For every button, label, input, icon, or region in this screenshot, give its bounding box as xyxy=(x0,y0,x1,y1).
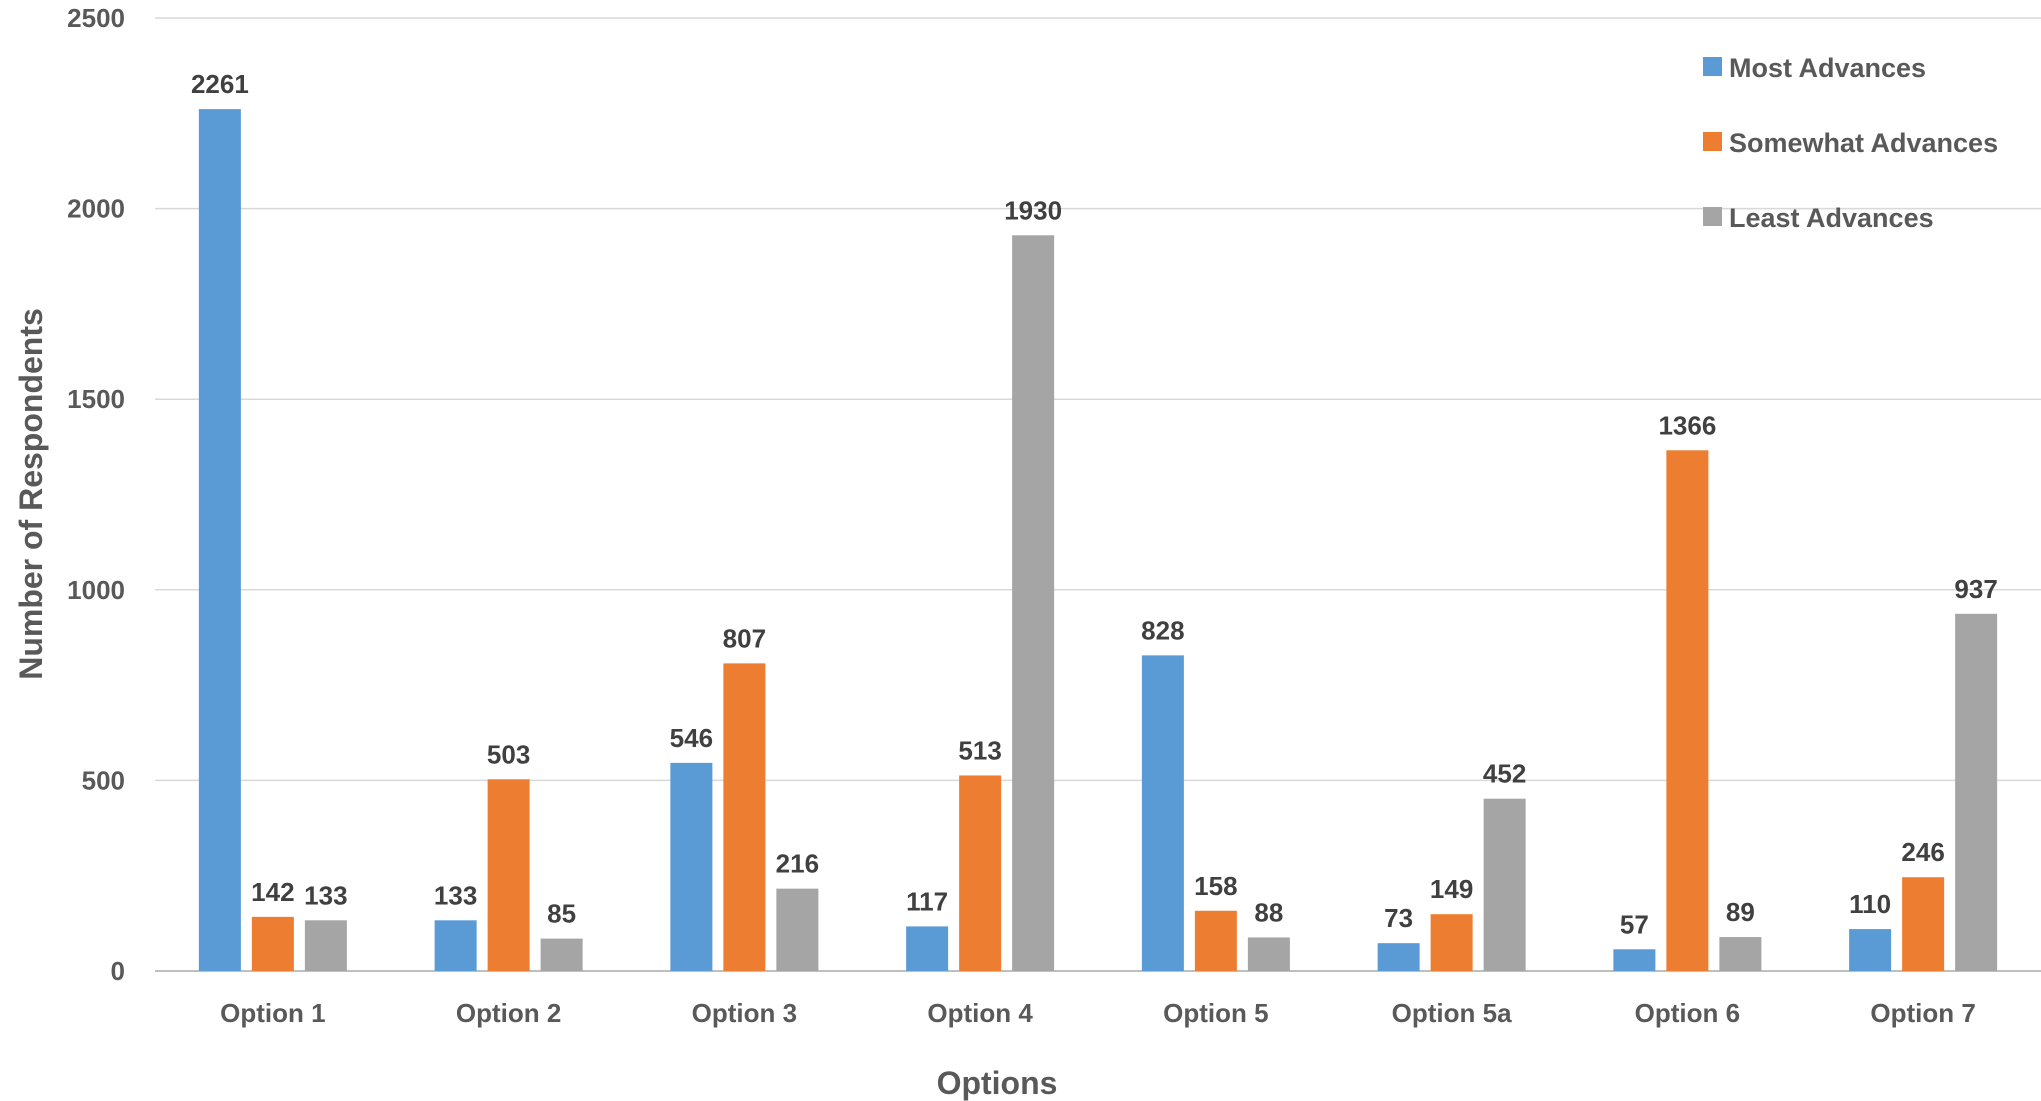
data-label: 513 xyxy=(958,735,1001,765)
x-tick-label: Option 1 xyxy=(220,998,325,1028)
bar-somewhat-advances-option-3 xyxy=(723,663,766,971)
bar-most-advances-option-7 xyxy=(1849,929,1892,971)
legend-swatch xyxy=(1703,207,1722,226)
data-label: 89 xyxy=(1726,897,1755,927)
bar-somewhat-advances-option-2 xyxy=(487,779,530,971)
data-label: 158 xyxy=(1194,871,1237,901)
bars xyxy=(198,109,1998,972)
data-label: 546 xyxy=(670,723,713,753)
data-label: 88 xyxy=(1254,897,1283,927)
bar-least-advances-option-4 xyxy=(1012,235,1055,971)
legend-swatch xyxy=(1703,132,1722,151)
bar-somewhat-advances-option-7 xyxy=(1902,877,1945,971)
x-tick-label: Option 5 xyxy=(1163,998,1268,1028)
data-label: 133 xyxy=(304,880,347,910)
y-tick-label: 1500 xyxy=(67,384,125,414)
y-tick-label: 1000 xyxy=(67,575,125,605)
y-axis-ticks: 0 500 1000 1500 2000 2500 xyxy=(67,3,125,986)
data-label: 149 xyxy=(1430,874,1473,904)
bar-most-advances-option-2 xyxy=(434,920,477,971)
data-label: 216 xyxy=(776,849,819,879)
y-tick-label: 2000 xyxy=(67,194,125,224)
legend: Most Advances Somewhat Advances Least Adva… xyxy=(1703,53,1998,233)
data-label: 57 xyxy=(1620,909,1649,939)
y-tick-label: 500 xyxy=(82,765,125,795)
bar-somewhat-advances-option-5 xyxy=(1194,910,1237,971)
data-label: 73 xyxy=(1384,903,1413,933)
x-tick-label: Option 2 xyxy=(456,998,561,1028)
bar-most-advances-option-5 xyxy=(1141,655,1184,971)
data-label: 2261 xyxy=(191,69,249,99)
data-label: 142 xyxy=(251,877,294,907)
bar-somewhat-advances-option-6 xyxy=(1666,450,1709,972)
data-label: 133 xyxy=(434,880,477,910)
data-label: 807 xyxy=(723,623,766,653)
bar-least-advances-option-1 xyxy=(304,920,347,971)
data-label: 452 xyxy=(1483,759,1526,789)
legend-label: Most Advances xyxy=(1729,53,1926,83)
data-label: 937 xyxy=(1954,574,1997,604)
bar-most-advances-option-3 xyxy=(670,762,713,971)
bar-somewhat-advances-option-5a xyxy=(1430,914,1473,971)
x-tick-label: Option 6 xyxy=(1635,998,1740,1028)
bar-most-advances-option-4 xyxy=(906,926,949,971)
data-label: 85 xyxy=(547,899,576,929)
data-label: 1930 xyxy=(1004,195,1062,225)
bar-least-advances-option-5a xyxy=(1483,798,1526,971)
data-label: 828 xyxy=(1141,615,1184,645)
legend-label: Least Advances xyxy=(1729,203,1934,233)
data-label: 110 xyxy=(1849,889,1891,919)
data-label: 117 xyxy=(906,886,948,916)
x-tick-label: Option 3 xyxy=(692,998,797,1028)
bar-somewhat-advances-option-4 xyxy=(959,775,1002,971)
bar-least-advances-option-2 xyxy=(540,938,583,971)
bar-most-advances-option-1 xyxy=(198,109,241,971)
x-tick-label: Option 7 xyxy=(1870,998,1975,1028)
bar-least-advances-option-3 xyxy=(776,888,819,971)
data-label: 246 xyxy=(1901,837,1944,867)
bar-least-advances-option-7 xyxy=(1955,613,1998,971)
bar-least-advances-option-6 xyxy=(1719,937,1762,971)
x-tick-label: Option 5a xyxy=(1392,998,1512,1028)
x-axis-ticks: Option 1 Option 2 Option 3 Option 4 Option 5… xyxy=(220,998,1976,1028)
x-axis-title: Options xyxy=(937,1065,1058,1101)
y-tick-label: 2500 xyxy=(67,3,125,33)
bar-least-advances-option-5 xyxy=(1247,937,1290,971)
bar-most-advances-option-5a xyxy=(1377,943,1420,971)
legend-label: Somewhat Advances xyxy=(1729,128,1998,158)
y-axis-title: Number of Respondents xyxy=(13,308,49,680)
x-tick-label: Option 4 xyxy=(927,998,1033,1028)
data-labels: 2261 142 133 133 503 85 546 807 216 117 513 1930 828… xyxy=(191,69,1998,939)
bar-most-advances-option-6 xyxy=(1613,949,1656,971)
data-label: 503 xyxy=(487,739,530,769)
gridlines xyxy=(155,17,2041,972)
y-tick-label: 0 xyxy=(111,956,125,986)
data-label: 1366 xyxy=(1658,410,1716,440)
bar-somewhat-advances-option-1 xyxy=(251,916,294,971)
legend-swatch xyxy=(1703,57,1722,76)
